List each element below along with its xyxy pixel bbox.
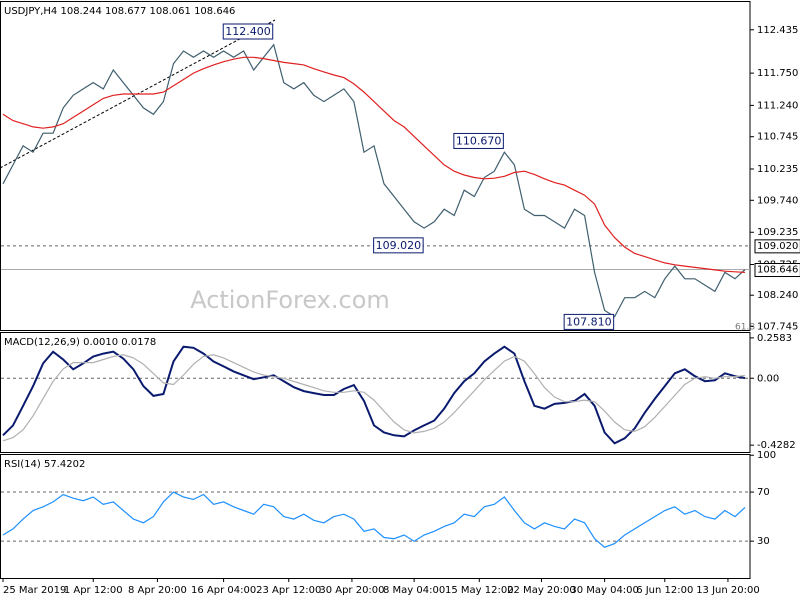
series-line	[2, 354, 746, 442]
y-tick-label: 112.435	[757, 25, 798, 36]
y-tick-label: 110.745	[757, 132, 798, 143]
y-tick-label: 109.235	[757, 227, 798, 238]
x-tick-label: 22 May 20:00	[507, 585, 576, 596]
y-tick-label: 107.745	[757, 322, 798, 333]
panel-frame	[0, 1, 751, 331]
fib-label: 61.8	[735, 323, 755, 333]
x-tick-label: 30 May 04:00	[570, 585, 639, 596]
series-line	[2, 43, 746, 318]
watermark: ActionForex.com	[190, 286, 390, 314]
y-tick-label: 110.235	[757, 164, 798, 175]
panel-title: USDJPY,H4 108.244 108.677 108.061 108.64…	[4, 6, 235, 17]
label-box	[754, 239, 800, 254]
x-tick-label: 15 May 12:00	[445, 585, 514, 596]
label-box	[453, 132, 504, 149]
y-tick-label: -0.4282	[757, 440, 796, 451]
level-label: 109.020	[757, 241, 798, 252]
series-line	[2, 491, 746, 548]
label-box	[373, 237, 424, 254]
annotation: 107.810	[566, 315, 612, 328]
y-tick-label: 108.240	[757, 290, 798, 301]
annotation: 112.400	[225, 25, 271, 38]
annotation: 109.020	[376, 239, 422, 252]
level-label: 108.646	[757, 265, 798, 276]
x-tick-label: 30 Apr 20:00	[319, 585, 384, 596]
label-box	[222, 23, 274, 40]
panel-title: RSI(14) 57.4202	[4, 459, 85, 470]
panel-frame	[0, 332, 751, 453]
y-tick-label: 0.2583	[757, 333, 792, 344]
x-tick-label: 23 Apr 12:00	[256, 585, 321, 596]
panel-frame	[0, 454, 751, 579]
panel-title: MACD(12,26,9) 0.0010 0.0178	[4, 337, 156, 348]
y-tick-label: 111.750	[757, 68, 798, 79]
series-line	[2, 345, 746, 445]
y-tick-label: 111.240	[757, 100, 798, 111]
annotation: 110.670	[456, 134, 502, 147]
y-tick-label: 100	[757, 450, 776, 461]
x-tick-label: 6 Jun 12:00	[636, 585, 693, 596]
y-tick-label: 30	[757, 536, 770, 547]
x-tick-label: 8 Apr 20:00	[128, 585, 187, 596]
label-box	[563, 313, 615, 330]
y-tick-label: 70	[757, 487, 770, 498]
series-line	[2, 56, 746, 273]
x-tick-label: 25 Mar 2019	[3, 585, 66, 596]
y-tick-label: 0.00	[757, 373, 779, 384]
x-tick-label: 13 Jun 20:00	[696, 585, 760, 596]
x-tick-label: 8 May 04:00	[383, 585, 445, 596]
x-tick-label: 16 Apr 04:00	[191, 585, 256, 596]
x-tick-label: 1 Apr 12:00	[64, 585, 123, 596]
label-box	[754, 263, 800, 278]
y-tick-label: 109.740	[757, 195, 798, 206]
